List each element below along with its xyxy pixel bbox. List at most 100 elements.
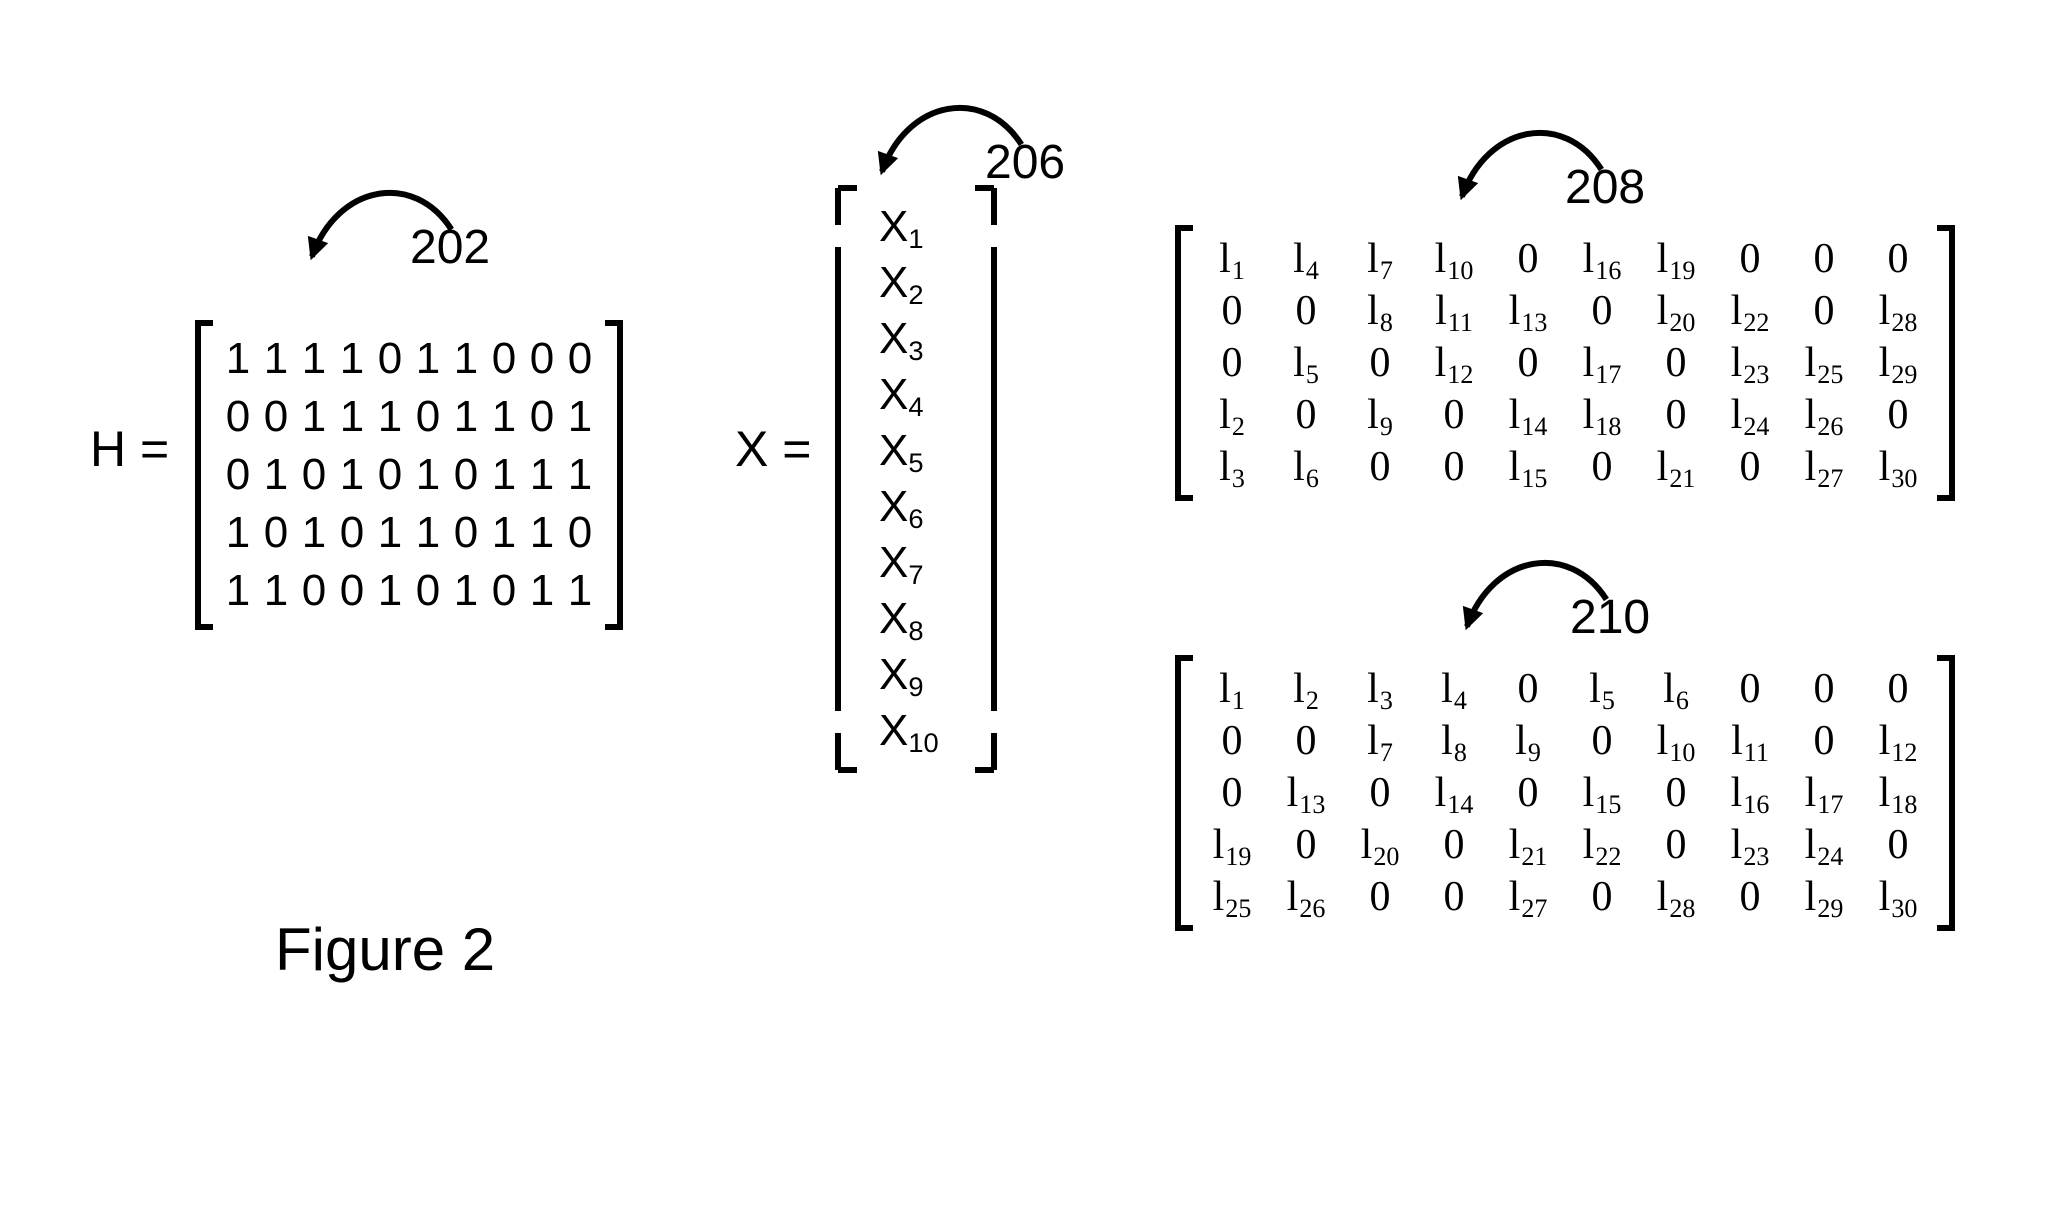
- l-cell: 0: [1343, 337, 1417, 389]
- l-cell: 0: [1195, 337, 1269, 389]
- h-cell: 0: [485, 562, 523, 620]
- l-cell: l30: [1861, 441, 1935, 493]
- l-cell: 0: [1639, 389, 1713, 441]
- l-cell: l21: [1491, 819, 1565, 871]
- l-cell: l9: [1343, 389, 1417, 441]
- x-entry: X2: [861, 255, 971, 311]
- l-cell: 0: [1269, 285, 1343, 337]
- l-cell: l18: [1565, 389, 1639, 441]
- h-cell: 1: [485, 504, 523, 562]
- l-cell: l24: [1713, 389, 1787, 441]
- h-cell: 0: [409, 388, 447, 446]
- figure-container: H = 111101100000111011010101010111101011…: [0, 0, 2058, 1211]
- l-cell: l1: [1195, 233, 1269, 285]
- l-cell: 0: [1565, 285, 1639, 337]
- l-cell: 0: [1861, 233, 1935, 285]
- x-entry: X7: [861, 535, 971, 591]
- l-cell: l17: [1565, 337, 1639, 389]
- h-cell: 1: [295, 504, 333, 562]
- l-cell: 0: [1713, 871, 1787, 923]
- h-cell: 1: [295, 330, 333, 388]
- l-cell: l1: [1195, 663, 1269, 715]
- h-cell: 0: [219, 446, 257, 504]
- h-cell: 0: [333, 504, 371, 562]
- x-vector: X1X2X3X4X5X6X7X8X9X10: [835, 185, 997, 773]
- l-cell: 0: [1491, 663, 1565, 715]
- h-cell: 0: [257, 388, 295, 446]
- l-cell: l5: [1269, 337, 1343, 389]
- l-cell: l9: [1491, 715, 1565, 767]
- l-cell: l19: [1639, 233, 1713, 285]
- l-cell: l12: [1417, 337, 1491, 389]
- h-cell: 1: [447, 388, 485, 446]
- l-cell: 0: [1861, 389, 1935, 441]
- l-cell: l28: [1861, 285, 1935, 337]
- l-cell: l27: [1491, 871, 1565, 923]
- l-cell: l30: [1861, 871, 1935, 923]
- l-cell: l16: [1713, 767, 1787, 819]
- l-cell: l4: [1269, 233, 1343, 285]
- h-cell: 0: [485, 330, 523, 388]
- l-cell: 0: [1269, 389, 1343, 441]
- x-entry: X5: [861, 423, 971, 479]
- l-cell: l3: [1343, 663, 1417, 715]
- l-cell: l12: [1861, 715, 1935, 767]
- l-cell: l17: [1787, 767, 1861, 819]
- l-cell: l5: [1565, 663, 1639, 715]
- h-equals-label: H =: [90, 420, 169, 478]
- l-cell: 0: [1713, 441, 1787, 493]
- l-cell: l14: [1491, 389, 1565, 441]
- h-cell: 0: [295, 562, 333, 620]
- l-cell: 0: [1565, 715, 1639, 767]
- h-cell: 1: [295, 388, 333, 446]
- l-cell: l25: [1195, 871, 1269, 923]
- h-cell: 1: [219, 504, 257, 562]
- x-entry: X6: [861, 479, 971, 535]
- bracket-right: [605, 320, 623, 630]
- matrix-208-body: l1l4l7l100l16l1900000l8l11l130l20l220l28…: [1193, 225, 1937, 501]
- matrix-210-body: l1l2l3l40l5l600000l7l8l90l10l110l120l130…: [1193, 655, 1937, 931]
- l-cell: l2: [1195, 389, 1269, 441]
- l-cell: l16: [1565, 233, 1639, 285]
- x-entry: X9: [861, 647, 971, 703]
- bracket-left: [1175, 225, 1193, 501]
- x-entry: X3: [861, 311, 971, 367]
- h-cell: 0: [561, 504, 599, 562]
- l-cell: 0: [1269, 715, 1343, 767]
- x-entry: X10: [861, 703, 971, 759]
- l-cell: l7: [1343, 233, 1417, 285]
- h-cell: 1: [371, 562, 409, 620]
- h-cell: 1: [447, 330, 485, 388]
- h-cell: 1: [257, 446, 295, 504]
- l-cell: 0: [1269, 819, 1343, 871]
- l-cell: 0: [1417, 389, 1491, 441]
- bracket-left: [195, 320, 213, 630]
- arrow-icon: [1450, 550, 1620, 640]
- h-cell: 0: [333, 562, 371, 620]
- h-cell: 1: [219, 330, 257, 388]
- l-cell: 0: [1565, 441, 1639, 493]
- l-cell: 0: [1787, 663, 1861, 715]
- l-cell: 0: [1491, 233, 1565, 285]
- l-cell: 0: [1787, 715, 1861, 767]
- l-cell: 0: [1861, 819, 1935, 871]
- l-cell: l29: [1787, 871, 1861, 923]
- h-cell: 1: [333, 446, 371, 504]
- h-cell: 1: [485, 388, 523, 446]
- h-cell: 1: [561, 562, 599, 620]
- h-cell: 1: [409, 504, 447, 562]
- bracket-right: [1937, 225, 1955, 501]
- bracket-right: [1937, 655, 1955, 931]
- l-cell: 0: [1195, 715, 1269, 767]
- h-cell: 0: [219, 388, 257, 446]
- x-vector-body: X1X2X3X4X5X6X7X8X9X10: [857, 185, 975, 773]
- h-cell: 1: [523, 504, 561, 562]
- h-cell: 1: [371, 388, 409, 446]
- l-cell: 0: [1417, 819, 1491, 871]
- l-cell: l24: [1787, 819, 1861, 871]
- l-cell: 0: [1343, 767, 1417, 819]
- h-cell: 1: [371, 504, 409, 562]
- l-cell: l7: [1343, 715, 1417, 767]
- l-cell: l6: [1269, 441, 1343, 493]
- l-cell: l19: [1195, 819, 1269, 871]
